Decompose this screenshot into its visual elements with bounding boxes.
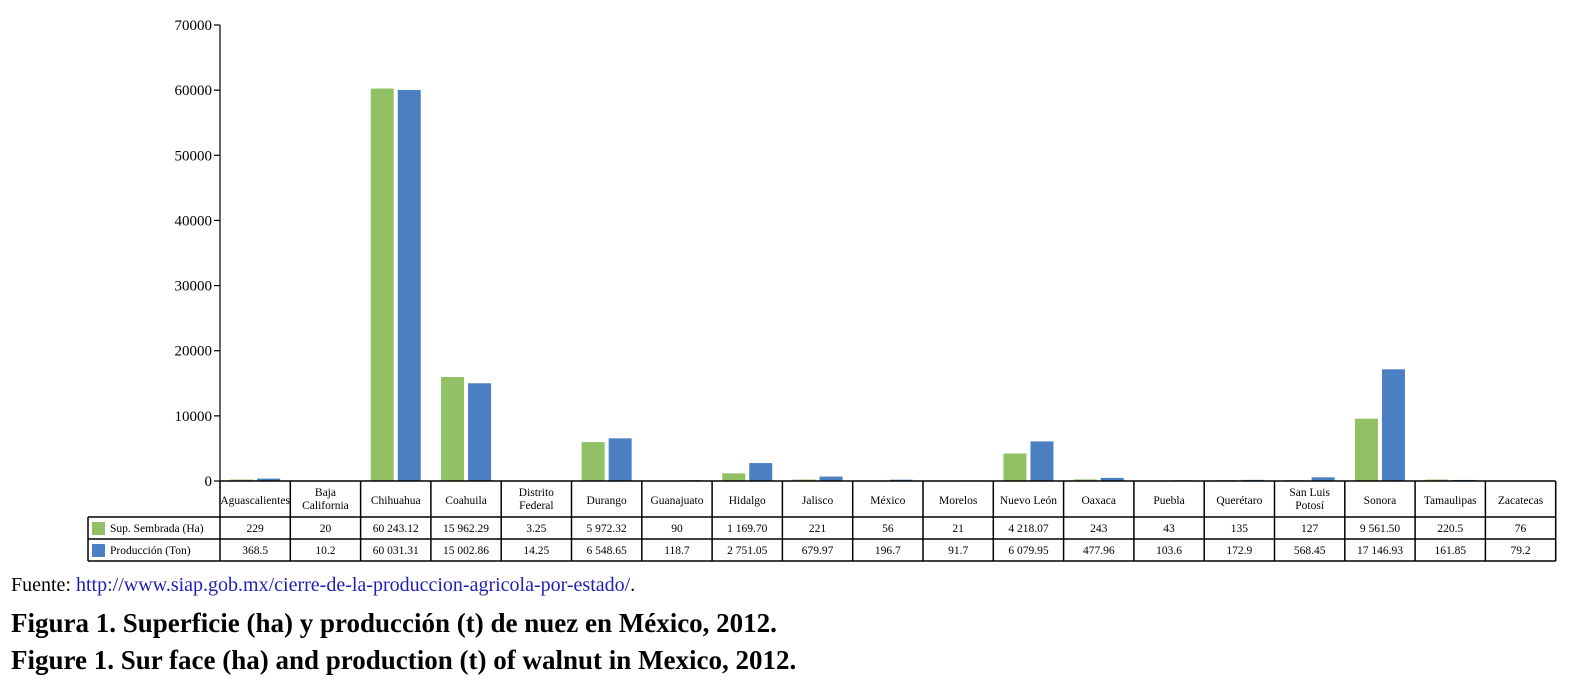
category-label: Aguascalientes [220, 495, 290, 507]
legend-key [92, 522, 105, 535]
category-label: Morelos [939, 495, 978, 507]
data-label: 229 [247, 523, 265, 535]
data-label: 220.5 [1437, 523, 1463, 535]
category-label: Durango [587, 495, 627, 507]
bar [441, 377, 465, 481]
data-label: 17 146.93 [1357, 545, 1403, 557]
source-suffix: . [630, 574, 636, 596]
category-label: Nuevo León [1000, 495, 1057, 507]
data-label: 161.85 [1434, 545, 1466, 557]
category-label: California [302, 500, 349, 512]
data-label: 2 751.05 [727, 545, 768, 557]
data-label: 4 218.07 [1008, 523, 1049, 535]
data-label: 103.6 [1156, 545, 1182, 557]
data-label: 14.25 [523, 545, 549, 557]
category-label: Coahuila [445, 495, 487, 507]
category-label: Guanajuato [650, 495, 703, 507]
y-tick-label: 0 [205, 474, 213, 490]
data-label: 172.9 [1226, 545, 1252, 557]
data-label: 56 [882, 523, 894, 535]
source-link[interactable]: http://www.siap.gob.mx/cierre-de-la-prod… [76, 574, 631, 596]
data-label: 221 [809, 523, 827, 535]
data-label: 90 [671, 523, 683, 535]
category-label: México [870, 495, 905, 507]
data-label: 43 [1163, 523, 1175, 535]
data-label: 3.25 [526, 523, 546, 535]
figure-caption-english: Figure 1. Sur face (ha) and production (… [11, 645, 797, 675]
data-label: 79.2 [1510, 545, 1530, 557]
bar [1100, 477, 1124, 481]
category-label: Baja [315, 487, 336, 499]
data-label: 9 561.50 [1360, 523, 1401, 535]
data-label: 243 [1090, 523, 1108, 535]
data-label: 368.5 [242, 545, 268, 557]
category-label: Chihuahua [371, 495, 421, 507]
category-label: Potosí [1295, 500, 1325, 512]
data-label: 76 [1515, 523, 1527, 535]
data-label: 127 [1301, 523, 1319, 535]
data-label: 21 [952, 523, 964, 535]
data-label: 5 972.32 [587, 523, 628, 535]
y-tick-label: 50000 [175, 148, 213, 164]
bar [1003, 453, 1027, 481]
figure-caption-spanish: Figura 1. Superficie (ha) y producción (… [11, 608, 777, 638]
y-tick-label: 20000 [175, 344, 213, 360]
category-label: San Luis [1289, 487, 1330, 499]
data-label: 135 [1231, 523, 1249, 535]
data-label: 60 031.31 [373, 545, 419, 557]
series-name: Sup. Sembrada (Ha) [110, 523, 204, 535]
data-label: 20 [320, 523, 332, 535]
category-label: Federal [519, 500, 553, 512]
bar [1354, 418, 1378, 481]
source-line: Fuente: http://www.siap.gob.mx/cierre-de… [11, 574, 635, 597]
data-label: 1 169.70 [727, 523, 768, 535]
legend-key [92, 544, 105, 557]
category-label: Distrito [519, 487, 554, 499]
bar [819, 476, 843, 481]
data-label: 568.45 [1294, 545, 1326, 557]
data-label: 10.2 [315, 545, 335, 557]
bar [608, 438, 632, 481]
category-label: Oaxaca [1082, 495, 1116, 507]
data-label: 196.7 [875, 545, 901, 557]
category-label: Sonora [1364, 495, 1397, 507]
y-tick-label: 40000 [175, 213, 213, 229]
series-name: Producción (Ton) [110, 545, 191, 557]
data-label: 15 962.29 [443, 523, 489, 535]
data-label: 91.7 [948, 545, 968, 557]
category-label: Hidalgo [729, 495, 766, 507]
bar [749, 463, 773, 481]
data-label: 6 079.95 [1008, 545, 1049, 557]
y-tick-label: 30000 [175, 279, 213, 295]
bar [722, 473, 746, 481]
data-label: 6 548.65 [587, 545, 628, 557]
y-tick-label: 60000 [175, 83, 213, 99]
category-label: Zacatecas [1498, 495, 1544, 507]
y-tick-label: 70000 [175, 18, 213, 34]
bar [1311, 477, 1335, 481]
bar [397, 89, 421, 481]
bar [1381, 369, 1405, 481]
bar [370, 88, 394, 481]
bar [581, 442, 605, 481]
walnut-chart: 0 10000 20000 30000 40000 50000 60000 70000 Agua… [87, 18, 1557, 562]
data-label: 477.96 [1083, 545, 1115, 557]
bar [1073, 479, 1097, 481]
category-label: Jalisco [802, 495, 834, 507]
category-label: Querétaro [1216, 495, 1262, 507]
data-label: 15 002.86 [443, 545, 489, 557]
data-label: 118.7 [664, 545, 690, 557]
bar [468, 383, 492, 481]
y-tick-label: 10000 [175, 409, 213, 425]
data-label: 60 243.12 [373, 523, 419, 535]
category-label: Puebla [1153, 495, 1184, 507]
bar [1030, 441, 1054, 481]
category-label: Tamaulipas [1424, 495, 1477, 507]
data-label: 679.97 [802, 545, 834, 557]
source-prefix: Fuente: [11, 574, 76, 596]
bar [257, 478, 281, 481]
